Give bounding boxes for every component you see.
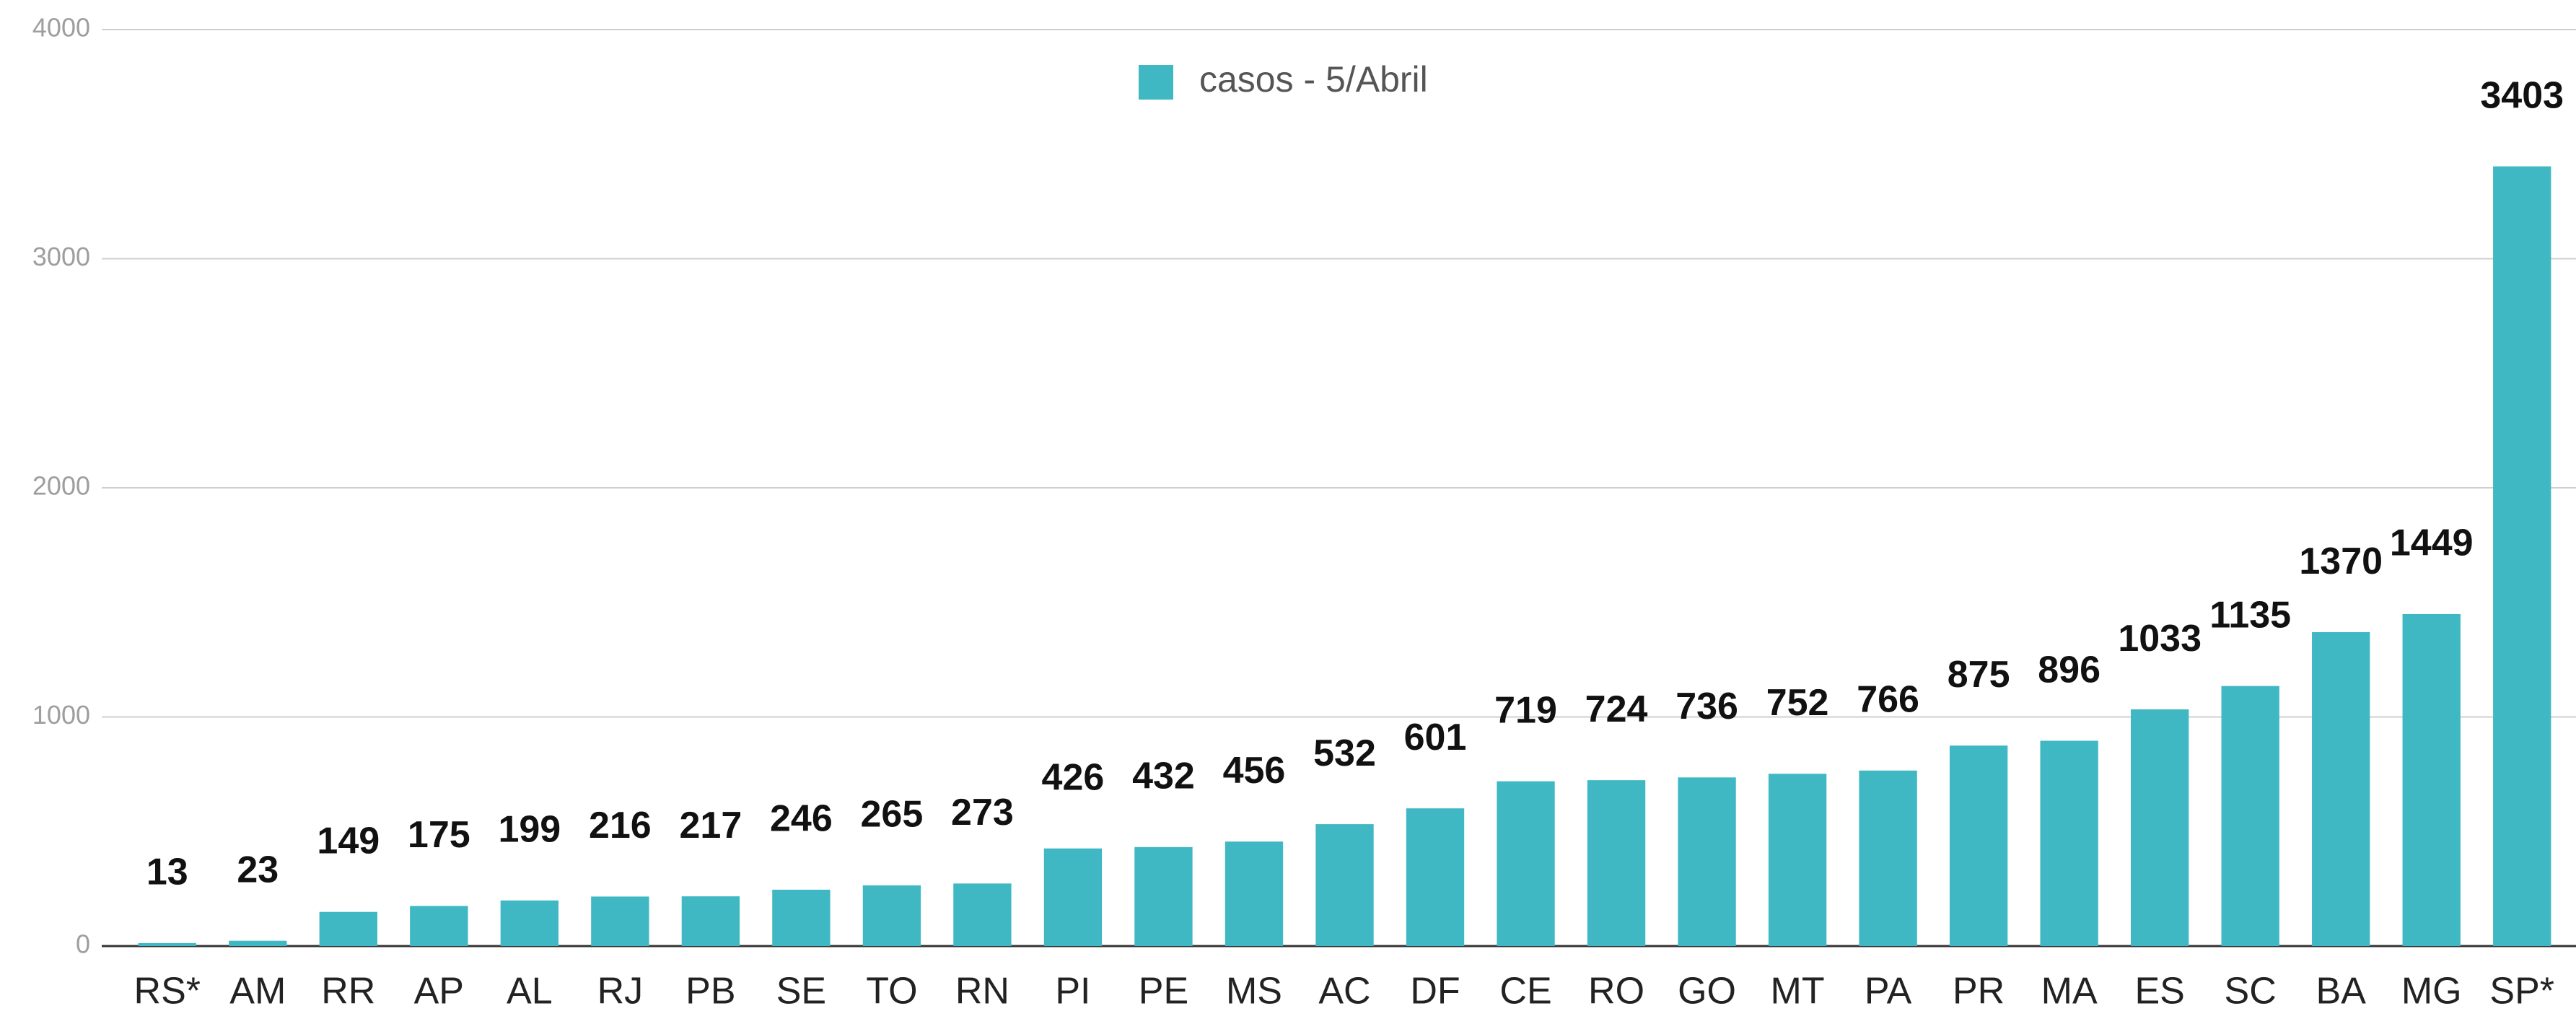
bar (953, 883, 1012, 946)
bar (500, 900, 558, 946)
x-tick-label: RO (1588, 971, 1644, 1011)
value-label: 719 (1494, 689, 1557, 731)
y-tick-label: 0 (76, 929, 90, 959)
x-tick-label: PR (1953, 971, 2005, 1011)
bar (772, 889, 831, 946)
value-label: 736 (1675, 686, 1738, 727)
x-tick-label: AC (1318, 971, 1370, 1011)
bar (1859, 770, 1917, 946)
value-label: 896 (2038, 649, 2100, 691)
bar (1406, 808, 1465, 946)
bar (862, 885, 921, 946)
value-label: 1370 (2299, 540, 2383, 582)
bar (2312, 632, 2370, 946)
value-label: 1135 (2209, 594, 2291, 636)
bar (591, 896, 649, 946)
value-label: 1449 (2390, 522, 2474, 564)
x-tick-label: MT (1771, 971, 1825, 1011)
x-tick-label: RN (955, 971, 1009, 1011)
x-tick-label: CE (1499, 971, 1551, 1011)
x-tick-label: SE (776, 971, 826, 1011)
value-label: 217 (679, 805, 742, 846)
bar (1134, 846, 1193, 946)
value-label: 23 (237, 849, 279, 890)
value-label: 766 (1857, 679, 1919, 721)
y-tick-label: 3000 (32, 242, 90, 271)
bar (2131, 709, 2189, 946)
value-label: 532 (1313, 732, 1376, 774)
bar (2402, 613, 2461, 946)
bar (410, 906, 468, 946)
x-tick-label: PE (1139, 971, 1188, 1011)
value-label: 1033 (2118, 618, 2202, 660)
bar (1768, 774, 1827, 946)
legend-label: casos - 5/Abril (1199, 59, 1428, 100)
y-tick-label: 2000 (32, 471, 90, 501)
x-tick-label: RR (321, 971, 375, 1011)
x-tick-label: BA (2316, 971, 2367, 1011)
bar (1043, 848, 1103, 946)
y-tick-label: 1000 (32, 700, 90, 730)
value-label: 149 (317, 820, 380, 862)
value-label: 13 (146, 852, 188, 893)
bar (319, 911, 377, 946)
value-label: 175 (408, 814, 470, 856)
bar (1497, 781, 1555, 946)
x-tick-label: MA (2041, 971, 2098, 1011)
value-label: 246 (770, 798, 833, 840)
value-label: 199 (498, 809, 561, 851)
bar (1587, 780, 1646, 946)
x-tick-label: TO (866, 971, 917, 1011)
bar (1678, 777, 1736, 946)
bar (1225, 841, 1284, 946)
bar (229, 940, 287, 946)
x-tick-label: SP* (2489, 971, 2554, 1011)
x-tick-label: RJ (597, 971, 644, 1011)
x-tick-label: AL (507, 971, 553, 1011)
x-tick-label: MS (1226, 971, 1282, 1011)
x-tick-label: ES (2134, 971, 2184, 1011)
x-tick-label: RS* (134, 971, 201, 1011)
bar (1315, 824, 1374, 946)
x-tick-label: DF (1410, 971, 1460, 1011)
x-tick-label: MG (2401, 971, 2462, 1011)
value-label: 752 (1766, 682, 1829, 724)
value-label: 3403 (2480, 74, 2564, 116)
bar (681, 896, 740, 946)
value-label: 456 (1223, 750, 1286, 792)
value-label: 724 (1585, 688, 1648, 730)
bar (138, 942, 196, 946)
y-tick-label: 4000 (32, 13, 90, 43)
value-label: 426 (1042, 756, 1105, 798)
bar (1949, 745, 2008, 946)
value-label: 432 (1132, 756, 1195, 797)
value-label: 265 (861, 794, 924, 836)
x-tick-label: PI (1055, 971, 1090, 1011)
value-label: 273 (951, 792, 1014, 833)
bar (2040, 740, 2098, 946)
x-tick-label: AM (229, 971, 286, 1011)
x-tick-label: AP (414, 971, 464, 1011)
bar (2221, 686, 2279, 946)
value-label: 875 (1948, 654, 2010, 696)
legend-swatch (1139, 65, 1173, 100)
x-tick-label: GO (1678, 971, 1736, 1011)
x-tick-label: PA (1865, 971, 1912, 1011)
value-label: 216 (589, 805, 652, 846)
x-tick-label: SC (2225, 971, 2277, 1011)
x-tick-label: PB (685, 971, 735, 1011)
bar (2493, 166, 2551, 947)
value-label: 601 (1404, 717, 1467, 758)
